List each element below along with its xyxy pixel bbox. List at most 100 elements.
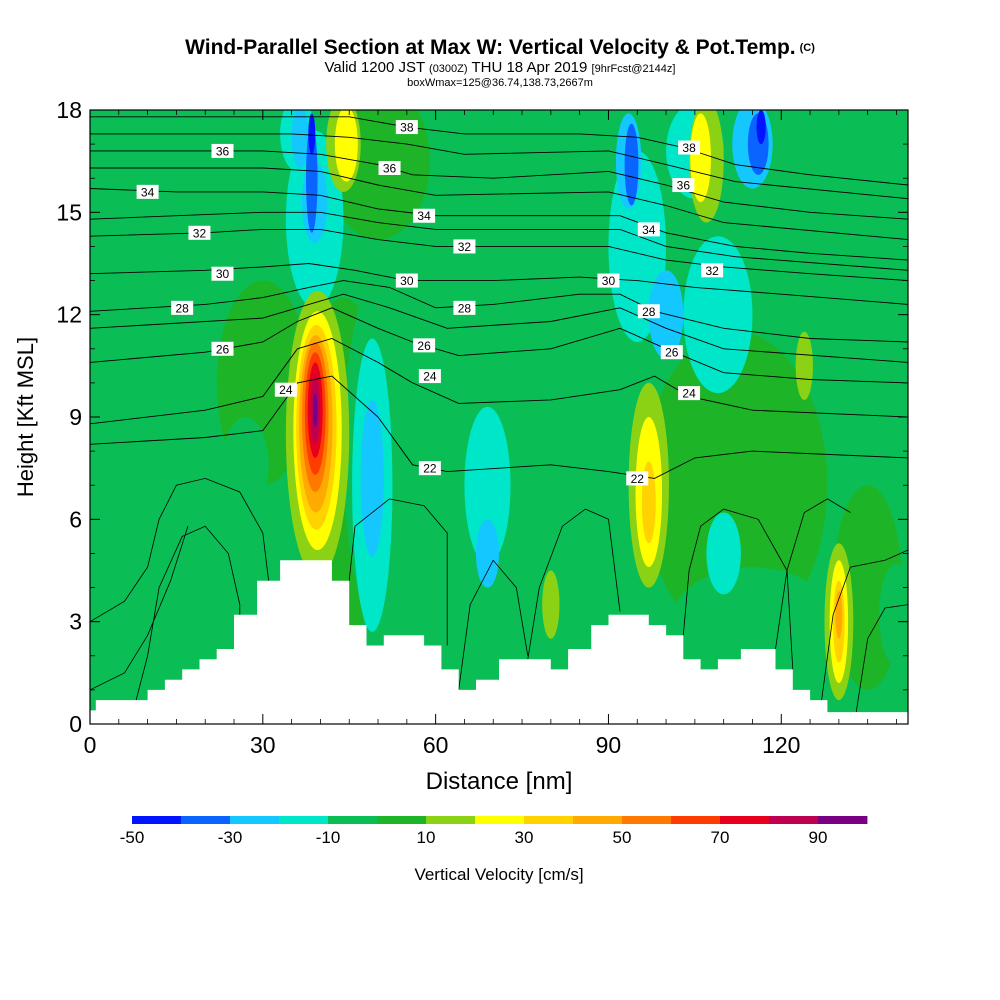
colorbar-tick-label: 50	[613, 828, 632, 847]
isentrope-label: 38	[678, 140, 701, 155]
colorbar-swatch	[475, 816, 525, 824]
velocity-region	[475, 519, 500, 588]
isentrope-label-text: 30	[602, 274, 616, 288]
isentrope-line	[90, 133, 908, 200]
isentrope-label: 22	[418, 461, 441, 476]
velocity-region	[648, 270, 684, 360]
isentrope-line	[90, 526, 189, 691]
isentrope-label-box	[637, 222, 660, 237]
isentrope-label: 36	[672, 178, 695, 193]
isentrope-line	[90, 150, 908, 220]
isentrope-label-box	[188, 225, 211, 240]
isentrope-label-box	[626, 471, 649, 486]
colorbar-swatch	[573, 816, 623, 824]
isentrope-label-text: 30	[216, 267, 230, 281]
isentrope-line	[90, 307, 908, 384]
y-tick-label: 0	[69, 711, 82, 737]
isentrope-label: 26	[211, 341, 234, 356]
isentrope-label-box	[418, 369, 441, 384]
isentrope-label-box	[672, 178, 695, 193]
isentrope-label-box	[136, 184, 159, 199]
isentrope-label: 22	[626, 471, 649, 486]
isentrope-line	[90, 211, 908, 271]
isentrope-line	[821, 549, 908, 701]
velocity-region	[334, 110, 358, 182]
isentrope-label-text: 24	[423, 370, 437, 384]
isentrope-label-text: 36	[383, 161, 397, 175]
box-info: boxWmax=125@36.74,138.73,2667m	[407, 77, 593, 89]
velocity-region	[643, 331, 828, 639]
valid-time: Valid 1200 JST	[324, 59, 425, 76]
isentrope-label: 32	[701, 263, 724, 278]
isentrope-label: 36	[378, 160, 401, 175]
isentrope-label-text: 32	[458, 240, 472, 254]
velocity-region	[464, 406, 511, 564]
isentrope-label-text: 28	[458, 301, 472, 315]
colorbar-tick-label: 30	[515, 828, 534, 847]
colorbar-tick-label: -50	[120, 828, 145, 847]
isentrope-label-box	[413, 338, 436, 353]
isentrope-label: 34	[637, 222, 660, 237]
isentrope-label: 28	[453, 300, 476, 315]
isentrope-label-box	[171, 300, 194, 315]
isentrope-label: 34	[413, 208, 436, 223]
isentrope-label-box	[453, 300, 476, 315]
isentrope-label-text: 34	[141, 185, 155, 199]
isentrope-label-box	[211, 266, 234, 281]
velocity-region	[312, 393, 318, 428]
terrain-mask	[90, 560, 908, 724]
isentrope-label: 28	[171, 300, 194, 315]
velocity-region	[306, 123, 318, 233]
colorbar-swatch	[671, 816, 721, 824]
y-tick-label: 15	[56, 199, 82, 225]
velocity-region	[308, 113, 316, 155]
x-tick-label: 90	[596, 732, 622, 758]
isentrope-line	[458, 559, 529, 690]
isentrope-line	[90, 228, 908, 282]
x-tick-label: 120	[762, 732, 800, 758]
colorbar-swatch	[769, 816, 819, 824]
velocity-region	[291, 110, 309, 168]
isentrope-label: 32	[453, 239, 476, 254]
forecast-info: [9hrFcst@2144z]	[591, 63, 676, 75]
copyright-mark: (C)	[799, 42, 815, 54]
velocity-region	[683, 236, 753, 394]
x-tick-label: 60	[423, 732, 449, 758]
colorbar-tick-label: 10	[417, 828, 436, 847]
velocity-region	[624, 123, 639, 206]
isentrope-label-box	[418, 461, 441, 476]
y-tick-label: 18	[56, 97, 82, 123]
x-tick-label: 30	[250, 732, 276, 758]
chart-title-block: Wind-Parallel Section at Max W: Vertical…	[0, 36, 1000, 90]
isentrope-label-text: 26	[216, 342, 230, 356]
isentrope-label: 26	[413, 338, 436, 353]
isentrope-label-box	[395, 120, 418, 135]
y-tick-label: 3	[69, 609, 82, 635]
isentrope-label-text: 34	[642, 223, 656, 237]
isentrope-label-box	[453, 239, 476, 254]
isentrope-label: 36	[211, 143, 234, 158]
colorbar-swatch	[426, 816, 476, 824]
valid-time-utc: (0300Z)	[429, 63, 468, 75]
isentrope-label-text: 28	[642, 305, 656, 319]
isentrope-label-text: 24	[682, 387, 696, 401]
isentrope-label-box	[211, 143, 234, 158]
isentrope-label-text: 26	[665, 346, 679, 360]
colorbar-swatch	[622, 816, 672, 824]
velocity-region	[360, 399, 384, 557]
colorbar-label: Vertical Velocity [cm/s]	[414, 865, 583, 884]
colorbar-swatch	[720, 816, 770, 824]
isentrope-label-text: 22	[423, 462, 437, 476]
y-tick-label: 9	[69, 404, 82, 430]
isentrope-label: 30	[211, 266, 234, 281]
isentrope-label: 24	[678, 386, 701, 401]
isentrope-label: 30	[597, 273, 620, 288]
colorbar-tick-label: -30	[218, 828, 243, 847]
isentrope-line	[348, 498, 448, 646]
isentrope-label-box	[678, 140, 701, 155]
velocity-region	[879, 563, 908, 666]
isentrope-line	[90, 188, 908, 261]
colorbar-swatch	[230, 816, 280, 824]
isentrope-label-text: 32	[705, 264, 719, 278]
